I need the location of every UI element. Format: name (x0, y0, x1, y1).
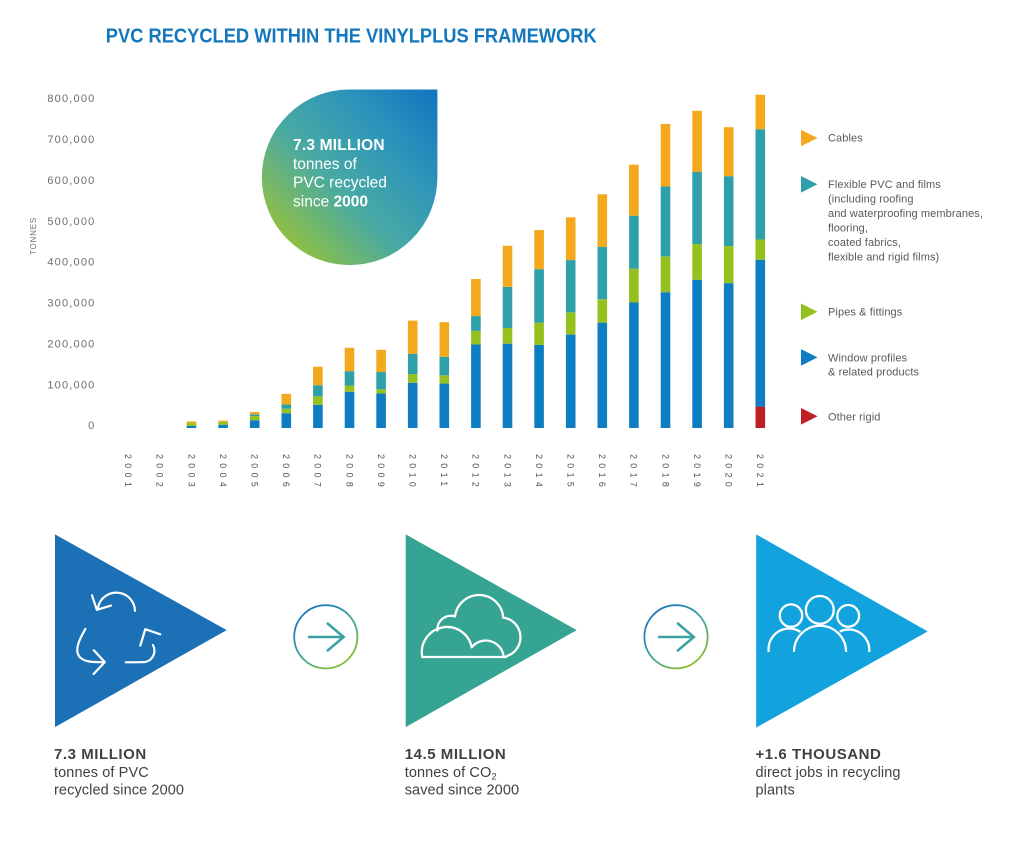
svg-text:2006: 2006 (281, 454, 291, 491)
svg-text:and waterproofing membranes,: and waterproofing membranes, (828, 208, 983, 220)
svg-text:tonnes of CO2: tonnes of CO2 (405, 765, 497, 783)
svg-text:800,000: 800,000 (47, 93, 95, 105)
svg-text:600,000: 600,000 (47, 175, 95, 187)
svg-text:2015: 2015 (566, 454, 576, 491)
svg-text:2018: 2018 (660, 454, 670, 491)
svg-text:400,000: 400,000 (47, 257, 95, 269)
svg-text:& related products: & related products (828, 366, 919, 378)
svg-text:Other rigid: Other rigid (828, 412, 880, 424)
svg-text:2003: 2003 (186, 454, 196, 491)
svg-text:direct jobs in recycling: direct jobs in recycling (756, 765, 901, 781)
svg-text:+1.6 THOUSAND: +1.6 THOUSAND (756, 746, 882, 763)
svg-text:saved since 2000: saved since 2000 (405, 783, 519, 799)
svg-text:since 2000: since 2000 (293, 193, 368, 210)
svg-text:700,000: 700,000 (47, 134, 95, 146)
svg-text:PVC recycled: PVC recycled (293, 175, 387, 192)
svg-text:coated fabrics,: coated fabrics, (828, 237, 901, 249)
svg-text:300,000: 300,000 (47, 298, 95, 310)
svg-text:7.3 MILLION: 7.3 MILLION (54, 746, 147, 763)
svg-text:flexible and rigid films): flexible and rigid films) (828, 251, 939, 263)
svg-text:2013: 2013 (502, 454, 512, 491)
svg-text:2017: 2017 (629, 454, 639, 491)
svg-text:Cables: Cables (828, 133, 863, 145)
svg-text:2012: 2012 (471, 454, 481, 491)
svg-text:tonnes of PVC: tonnes of PVC (54, 765, 149, 781)
svg-text:200,000: 200,000 (47, 339, 95, 351)
svg-text:Window profiles: Window profiles (828, 353, 908, 365)
svg-text:TONNES: TONNES (29, 217, 38, 255)
svg-text:7.3 MILLION: 7.3 MILLION (293, 137, 385, 154)
svg-text:2021: 2021 (755, 454, 765, 491)
svg-text:2014: 2014 (534, 454, 544, 491)
svg-text:recycled since 2000: recycled since 2000 (54, 783, 184, 799)
svg-text:2011: 2011 (439, 454, 449, 491)
svg-text:Pipes & fittings: Pipes & fittings (828, 307, 903, 319)
svg-text:2001: 2001 (123, 454, 133, 491)
svg-text:(including roofing: (including roofing (828, 193, 914, 205)
svg-text:14.5 MILLION: 14.5 MILLION (405, 746, 507, 763)
svg-text:2016: 2016 (597, 454, 607, 491)
svg-text:tonnes of: tonnes of (293, 156, 357, 173)
svg-text:2010: 2010 (408, 454, 418, 491)
svg-text:2007: 2007 (313, 454, 323, 491)
svg-text:PVC RECYCLED WITHIN THE VINYLP: PVC RECYCLED WITHIN THE VINYLPLUS FRAMEW… (106, 24, 597, 47)
svg-text:2004: 2004 (218, 454, 228, 491)
svg-text:2002: 2002 (155, 454, 165, 491)
svg-text:100,000: 100,000 (47, 379, 95, 391)
svg-text:plants: plants (756, 783, 795, 799)
svg-text:2005: 2005 (250, 454, 260, 491)
svg-text:Flexible PVC and films: Flexible PVC and films (828, 179, 941, 191)
svg-text:500,000: 500,000 (47, 216, 95, 228)
svg-text:2008: 2008 (344, 454, 354, 491)
svg-text:2009: 2009 (376, 454, 386, 491)
svg-text:flooring,: flooring, (828, 222, 868, 234)
svg-text:2019: 2019 (692, 454, 702, 491)
svg-text:0: 0 (88, 420, 95, 432)
svg-text:2020: 2020 (724, 454, 734, 491)
